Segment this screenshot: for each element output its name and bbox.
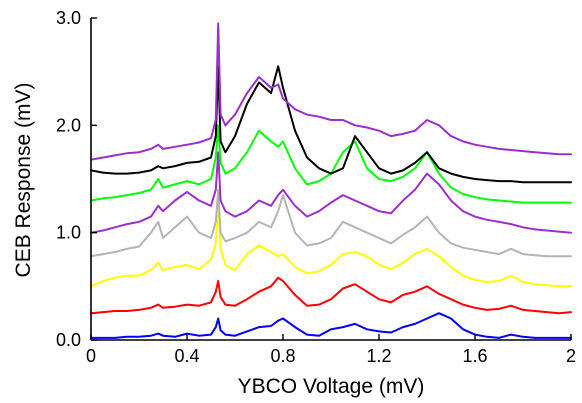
- x-tick-label-5: 2: [566, 346, 576, 366]
- series-line-3: [90, 199, 572, 288]
- y-tick-label-2: 2.0: [56, 115, 81, 135]
- series-layer: [90, 22, 572, 339]
- series-line-7: [90, 65, 572, 184]
- x-tick-label-0: 0: [86, 346, 96, 366]
- series-line-8: [90, 22, 572, 161]
- x-axis-label: YBCO Voltage (mV): [238, 375, 425, 398]
- series-line-2: [90, 276, 572, 315]
- x-tick-label-1: 0.4: [174, 346, 199, 366]
- series-line-4: [90, 188, 572, 258]
- x-tick-label-4: 1.6: [462, 346, 487, 366]
- y-tick-label-1: 1.0: [56, 223, 81, 243]
- tick-layer: 0 0.4 0.8 1.2 1.6 2 0.0 1.0 2.0 3.0: [56, 8, 576, 366]
- series-line-5: [90, 151, 572, 234]
- y-tick-label-3: 3.0: [56, 8, 81, 28]
- y-tick-label-0: 0.0: [56, 330, 81, 350]
- axis-layer: [90, 18, 571, 341]
- series-line-1: [90, 312, 572, 339]
- y-axis-label: CEB Response (mV): [12, 83, 35, 278]
- x-tick-label-2: 0.8: [270, 346, 295, 366]
- x-tick-label-3: 1.2: [366, 346, 391, 366]
- series-line-6: [90, 124, 572, 204]
